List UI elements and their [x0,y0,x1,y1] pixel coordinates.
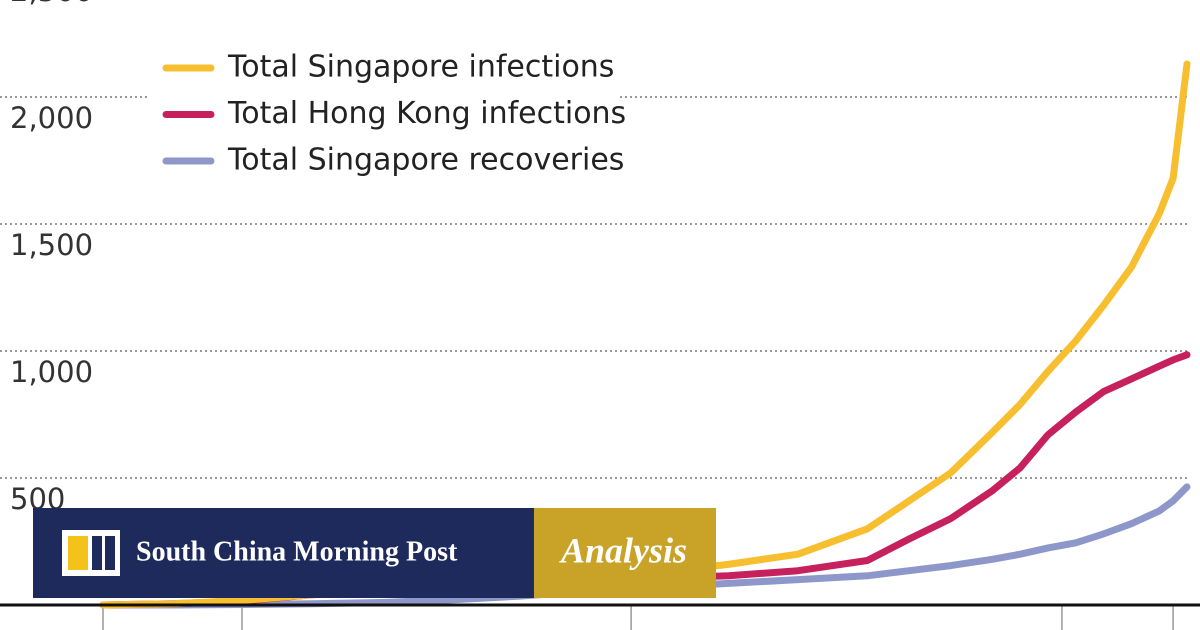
legend-background [150,30,620,200]
y-tick-label: 1,000 [10,355,93,389]
section-label: Analysis [559,530,687,570]
legend-label: Total Singapore infections [227,50,614,85]
publisher: South China Morning Post [136,536,458,567]
y-tick-label: 1,500 [10,228,93,262]
legend-label: Total Singapore recoveries [227,143,624,178]
branding: South China Morning Post Analysis [33,508,716,598]
y-tick-label: 2,500 [10,0,93,8]
label-box [534,508,716,598]
legend-label: Total Hong Kong infections [227,96,626,131]
series-line [99,483,1191,609]
logo-part [68,536,88,570]
logo-part [92,536,102,570]
y-tick-label: 2,000 [10,101,93,135]
logo-part [105,536,115,570]
